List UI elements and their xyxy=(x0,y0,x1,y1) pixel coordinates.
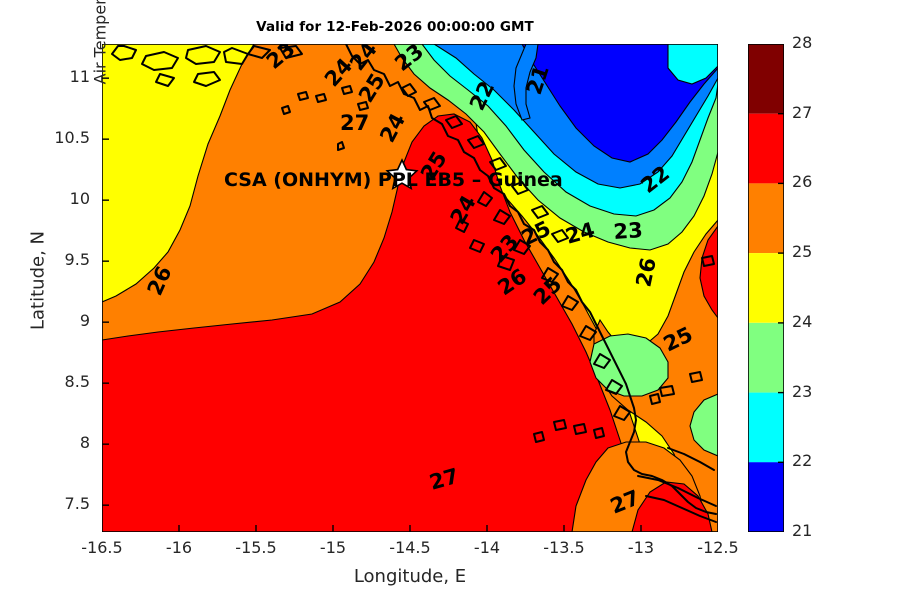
band-27-28-east-patch xyxy=(699,225,718,319)
contour-label: 27 xyxy=(340,111,369,135)
colorbar-tick-label: 24 xyxy=(792,311,813,331)
contour-label: 26 xyxy=(631,255,661,289)
y-tick-label: 10.5 xyxy=(54,128,90,148)
contour-label: 23 xyxy=(613,218,644,244)
y-tick-label: 9 xyxy=(79,311,90,331)
colorbar-band-23-24 xyxy=(748,322,784,393)
x-tick-label: -15.5 xyxy=(235,538,277,557)
coastline-overlay xyxy=(111,44,717,523)
colorbar-band-25-26 xyxy=(748,183,784,254)
colorbar-axis-label: Air Temperature, C xyxy=(90,0,110,85)
colorbar-tick-label: 26 xyxy=(792,172,813,192)
y-tick-label: 7.5 xyxy=(64,494,90,514)
colorbar-tick-label: 23 xyxy=(792,381,813,401)
x-tick-label: -13.5 xyxy=(543,538,585,557)
colorbar-band-24-25 xyxy=(748,253,784,323)
figure-title: Valid for 12-Feb-2026 00:00:00 GMT xyxy=(256,19,534,35)
star-icon xyxy=(385,158,419,190)
x-tick-label: -16.5 xyxy=(81,538,123,557)
colorbar-tick-label: 25 xyxy=(792,242,813,262)
temperature-filled-contours xyxy=(102,44,718,532)
station-star-marker[interactable] xyxy=(385,158,419,190)
band-21-22-core xyxy=(521,44,718,163)
x-tick-label: -12.5 xyxy=(697,538,739,557)
y-tick-label: 8.5 xyxy=(64,372,90,392)
band-23-24-corner xyxy=(667,44,718,85)
colorbar[interactable] xyxy=(748,44,784,532)
colorbar-tick-label: 21 xyxy=(792,521,813,540)
x-axis-label: Longitude, E xyxy=(353,566,467,587)
x-tick-label: -15 xyxy=(319,538,347,557)
colorbar-tick-label: 27 xyxy=(792,102,813,122)
band-22-23-notch xyxy=(513,44,539,121)
colorbar-band-26-27 xyxy=(748,113,784,184)
band-24-25-se-edge xyxy=(689,393,718,457)
colorbar-band-22-23 xyxy=(748,392,784,463)
colorbar-ticks xyxy=(778,112,784,463)
x-tick-label: -14.5 xyxy=(389,538,431,557)
x-tick-label: -16 xyxy=(165,538,193,557)
x-tick-label: -14 xyxy=(473,538,501,557)
y-tick-label: 8 xyxy=(79,433,90,453)
y-axis-label: Latitude, N xyxy=(27,231,49,330)
y-tick-label: 9.5 xyxy=(64,250,90,270)
station-label: CSA (ONHYM) PPL EB5 – Guinea xyxy=(224,169,563,191)
colorbar-swatches xyxy=(748,44,784,532)
colorbar-tick-label: 22 xyxy=(792,451,813,471)
y-tick-label: 10 xyxy=(69,189,90,209)
colorbar-band-27-28 xyxy=(748,44,784,114)
colorbar-band-lowest xyxy=(748,462,784,532)
y-tick-label: 11 xyxy=(69,67,90,87)
x-tick-label: -13 xyxy=(627,538,655,557)
colorbar-tick-label: 28 xyxy=(792,33,813,52)
map-plot-area[interactable]: 26 27 23 21 22 22 23 24 25 26 26 25 27 2… xyxy=(102,44,718,532)
